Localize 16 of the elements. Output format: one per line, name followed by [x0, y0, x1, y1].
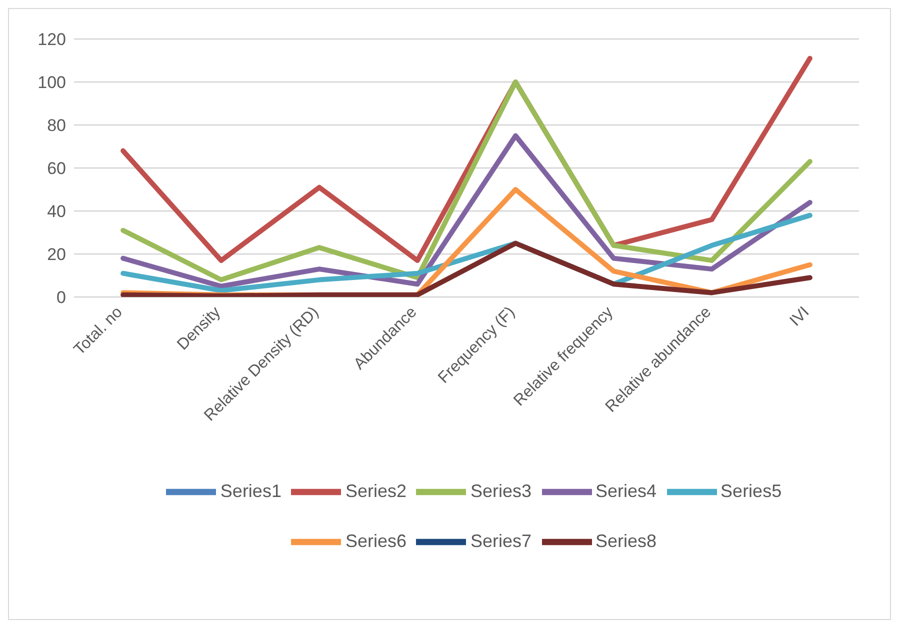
legend-label: Series7	[470, 530, 532, 551]
y-tick-label: 100	[38, 73, 66, 92]
y-tick-label: 0	[56, 288, 66, 308]
legend-label: Series2	[345, 480, 406, 501]
legend-label: Series5	[720, 480, 782, 501]
legend-label: Series1	[220, 480, 282, 501]
y-tick-label: 120	[38, 30, 66, 50]
x-tick-label: IVI	[786, 304, 813, 330]
legend-label: Series3	[470, 480, 532, 501]
legend-label: Series6	[345, 530, 406, 551]
y-tick-label: 60	[47, 159, 66, 178]
y-tick-label: 80	[47, 116, 66, 136]
y-tick-label: 40	[47, 202, 66, 222]
y-tick-label: 20	[47, 245, 66, 264]
legend-label: Series8	[596, 530, 657, 551]
legend-label: Series4	[596, 480, 657, 501]
